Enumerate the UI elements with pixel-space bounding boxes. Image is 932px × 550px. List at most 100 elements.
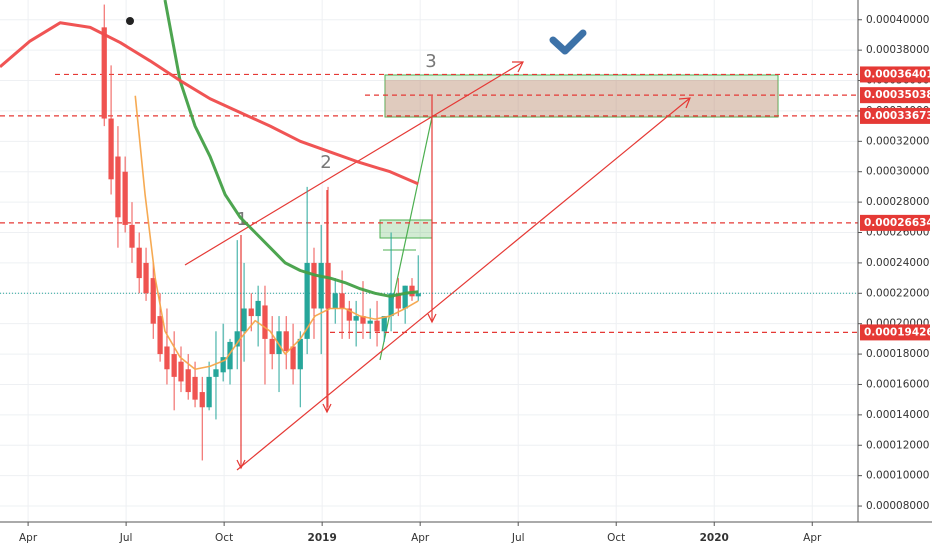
level-label-bg	[860, 324, 930, 341]
candle-body	[171, 354, 177, 377]
y-tick-label: 0.00024000	[866, 257, 929, 269]
x-tick-label: Apr	[803, 532, 822, 544]
level-label: 0.00026634	[864, 217, 932, 229]
candle-body	[415, 293, 421, 297]
x-tick-label: Oct	[215, 532, 233, 544]
plot	[0, 0, 421, 461]
x-tick-label: Oct	[607, 532, 625, 544]
level-label: 0.00035038	[864, 89, 932, 101]
candle-body	[255, 300, 261, 317]
target-zone	[384, 74, 779, 118]
level-label: 0.00033673	[864, 110, 932, 122]
x-tick-label: Jul	[511, 532, 525, 544]
moving-average	[134, 95, 419, 371]
arrow-head	[236, 459, 246, 470]
candle-body	[157, 316, 163, 355]
candle-body	[283, 331, 289, 352]
candle-body	[108, 118, 114, 180]
candle-body	[346, 308, 352, 321]
trend-line	[184, 61, 524, 266]
candle-body	[213, 369, 219, 377]
y-tick-label: 0.00032000	[866, 135, 929, 147]
x-tick-label: Apr	[19, 532, 38, 544]
y-tick-label: 0.00010000	[866, 470, 929, 482]
candle-body	[164, 346, 170, 370]
x-tick-label: 2019	[308, 532, 337, 544]
candle-body	[297, 338, 303, 370]
candle-body	[136, 247, 142, 279]
y-tick-label: 0.00018000	[866, 348, 929, 360]
candle-body	[234, 331, 240, 347]
level-label-bg	[860, 87, 930, 104]
candle-body	[402, 285, 408, 309]
moving-average	[163, 0, 419, 298]
candle-body	[185, 369, 191, 393]
y-tick-label: 0.00022000	[866, 287, 929, 299]
wave-label: 3	[425, 51, 436, 72]
candle-body	[360, 316, 366, 324]
y-tick-label: 0.00014000	[866, 409, 929, 421]
arrow-head	[322, 403, 332, 414]
candle-body	[381, 316, 387, 332]
level-label-bg	[860, 214, 930, 231]
candle-body	[290, 346, 296, 370]
trend-line	[236, 97, 691, 471]
candle-body	[206, 376, 212, 408]
candle-body	[248, 308, 254, 317]
x-tick-label: Jul	[119, 532, 133, 544]
candle-body	[304, 262, 310, 339]
candle-body	[388, 293, 394, 317]
y-tick-label: 0.00040000	[866, 14, 929, 26]
grid	[0, 0, 858, 522]
candle-body	[269, 338, 275, 355]
candle-body	[339, 293, 345, 309]
candle-body	[115, 156, 121, 218]
y-tick-label: 0.00030000	[866, 166, 929, 178]
candle-body	[150, 278, 156, 324]
y-tick-label: 0.00016000	[866, 378, 929, 390]
y-tick-label: 0.00012000	[866, 439, 929, 451]
trend-lines	[184, 61, 691, 471]
candle-body	[199, 392, 205, 408]
arrow-head	[512, 61, 524, 73]
candle-body	[395, 293, 401, 309]
axes: 0.00008000 0.00010000 0.00012000 0.00014000…	[19, 14, 932, 544]
level-label: 0.00036401	[864, 68, 932, 80]
projection-line	[379, 116, 433, 361]
arrow-head	[427, 313, 437, 324]
candle-body	[227, 341, 233, 370]
candle-body	[374, 320, 380, 332]
candle-body	[143, 262, 149, 294]
candle-body	[353, 316, 359, 321]
y-tick-label: 0.00028000	[866, 196, 929, 208]
candle-body	[276, 331, 282, 355]
candle-body	[241, 308, 247, 332]
candle-body	[262, 305, 268, 339]
candle-body	[192, 376, 198, 400]
candle-body	[311, 262, 317, 309]
level-label-bg	[860, 66, 930, 83]
x-tick-label: Apr	[411, 532, 430, 544]
marker-dot	[126, 17, 134, 25]
candle-body	[178, 361, 184, 382]
candle-body	[318, 262, 324, 309]
check-icon	[549, 29, 587, 55]
drawings: 123	[0, 17, 858, 471]
moving-average	[0, 21, 419, 186]
wave-label: 2	[320, 152, 331, 173]
x-tick-label: 2020	[700, 532, 729, 544]
candle-body	[325, 262, 331, 309]
level-label-bg	[860, 107, 930, 124]
level-label: 0.00019426	[864, 326, 932, 338]
candle-body	[220, 357, 226, 373]
candle-body	[101, 27, 107, 119]
candle-body	[332, 293, 338, 309]
candle-body	[122, 171, 128, 225]
y-tick-label: 0.00008000	[866, 500, 929, 512]
arrow-head	[678, 97, 691, 109]
target-zone-fill	[385, 80, 778, 117]
y-tick-label: 0.00038000	[866, 44, 929, 56]
candle-body	[367, 320, 373, 324]
candle-body	[129, 224, 135, 248]
